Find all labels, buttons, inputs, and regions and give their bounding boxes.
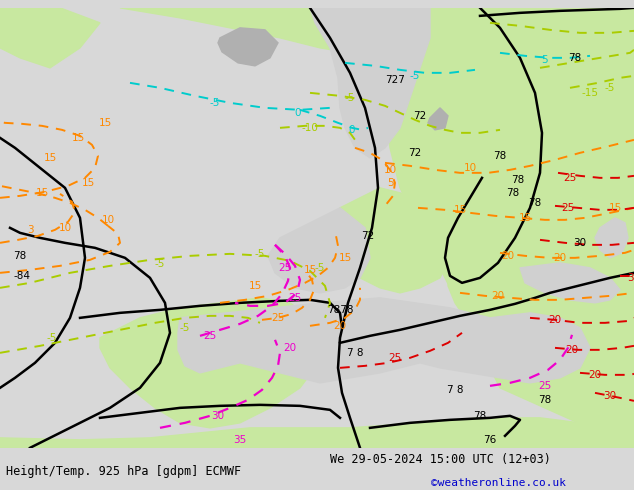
Text: 5: 5 [541,55,548,65]
Text: Height/Temp. 925 hPa [gdpm] ECMWF: Height/Temp. 925 hPa [gdpm] ECMWF [6,465,242,478]
Polygon shape [0,8,100,68]
Text: -5: -5 [315,263,325,273]
Polygon shape [310,8,430,158]
Text: 10: 10 [463,163,477,173]
Polygon shape [338,188,460,293]
Text: 0: 0 [349,125,355,135]
Text: 25: 25 [288,293,302,303]
Text: 15: 15 [98,118,112,128]
Text: 30: 30 [628,273,634,283]
Text: -5: -5 [210,98,220,108]
Text: -5: -5 [47,333,57,343]
Text: 15: 15 [72,133,84,143]
Text: 78: 78 [512,175,524,185]
Text: ©weatheronline.co.uk: ©weatheronline.co.uk [431,478,566,488]
Polygon shape [120,8,634,88]
Text: 78: 78 [568,53,581,63]
Text: 76: 76 [483,435,496,445]
Text: 15: 15 [453,205,467,215]
Text: 10: 10 [58,223,72,233]
Text: 25: 25 [271,313,285,323]
Text: 15: 15 [81,178,94,188]
Text: 20: 20 [566,345,579,355]
Bar [0,413,634,448]
Text: -15: -15 [581,88,598,98]
Polygon shape [420,73,460,148]
Text: 30: 30 [604,391,616,401]
Text: 25: 25 [204,331,217,341]
Text: 78: 78 [13,251,27,261]
Text: 727: 727 [385,75,405,85]
Text: 78: 78 [528,198,541,208]
Text: 15: 15 [43,153,56,163]
Text: 20: 20 [548,315,562,325]
Text: 78: 78 [507,188,520,198]
Text: 25: 25 [538,381,552,391]
Polygon shape [430,8,490,88]
Text: 10: 10 [384,165,396,175]
Text: 25: 25 [389,353,401,363]
Polygon shape [448,248,545,338]
Polygon shape [100,298,320,428]
Text: 5: 5 [387,178,393,188]
Text: 7 8: 7 8 [347,348,363,358]
Polygon shape [520,263,620,303]
Text: 15: 15 [249,281,262,291]
Text: -84: -84 [13,271,30,281]
Text: 72: 72 [413,111,427,121]
Text: -5: -5 [180,323,190,333]
Text: 30: 30 [573,238,586,248]
Text: 78: 78 [474,411,487,421]
Text: -10: -10 [302,123,318,133]
Text: 25: 25 [564,173,577,183]
Polygon shape [380,8,634,448]
Polygon shape [268,208,370,293]
Text: 25: 25 [561,203,574,213]
Text: 20: 20 [283,343,297,353]
Text: 15: 15 [36,188,49,198]
Text: 0: 0 [295,108,301,118]
Text: 20: 20 [501,251,515,261]
Text: -5: -5 [605,83,615,93]
Text: 35: 35 [233,435,247,445]
Text: 20: 20 [333,321,347,331]
Text: 15: 15 [304,265,316,275]
Text: 78: 78 [493,151,507,161]
Polygon shape [218,28,278,66]
Polygon shape [428,108,448,130]
Text: 15: 15 [519,213,532,223]
Text: 10: 10 [101,215,115,225]
Text: 3: 3 [27,225,34,235]
Polygon shape [595,218,628,258]
Text: -5: -5 [255,249,265,259]
Text: 30: 30 [211,411,224,421]
Polygon shape [178,298,590,383]
Text: 20: 20 [553,253,567,263]
Text: -5: -5 [155,259,165,269]
Text: 15: 15 [609,203,621,213]
Polygon shape [0,418,634,448]
Text: We 29-05-2024 15:00 UTC (12+03): We 29-05-2024 15:00 UTC (12+03) [330,453,550,466]
Text: -5: -5 [410,71,420,81]
Text: 7 8: 7 8 [447,385,463,395]
Text: 20: 20 [588,370,602,380]
Text: -5: -5 [345,93,355,103]
Text: 78: 78 [538,395,552,405]
Text: 72: 72 [408,148,422,158]
Text: 20: 20 [491,291,505,301]
Text: 72: 72 [361,231,375,241]
Text: 7878: 7878 [327,305,353,315]
Polygon shape [350,68,365,82]
Text: 15: 15 [339,253,352,263]
Text: 25: 25 [278,263,292,273]
